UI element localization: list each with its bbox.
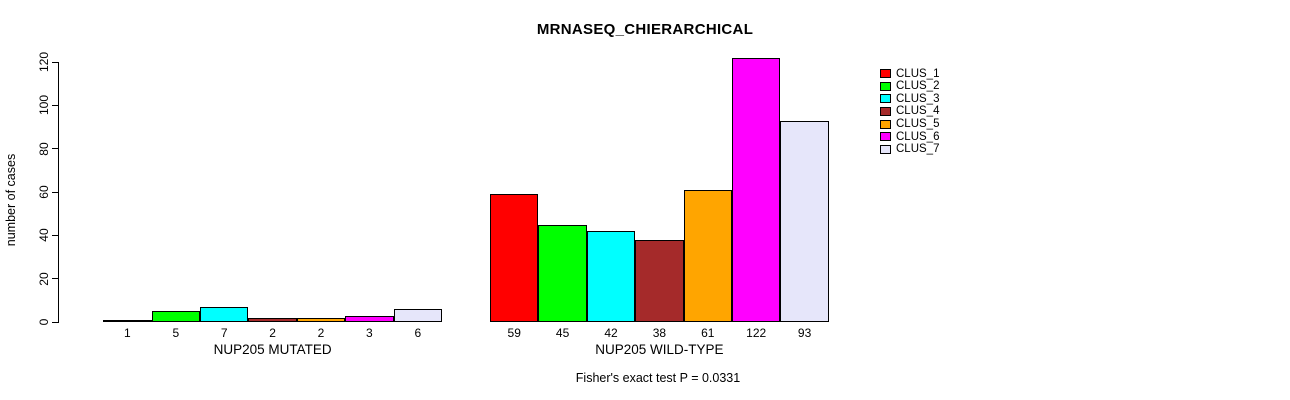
- bar-value-label: 38: [652, 325, 667, 340]
- legend-label: CLUS_2: [896, 80, 940, 93]
- bar-clus_1: [103, 319, 152, 322]
- y-axis-tick: [52, 61, 58, 63]
- bar-clus_4: [635, 239, 684, 322]
- legend-swatch-clus_5: [880, 119, 891, 129]
- bar-value-label: 93: [797, 325, 812, 340]
- y-axis-tick: [52, 148, 58, 150]
- bar-value-label: 122: [746, 325, 767, 340]
- bar-value-label: 5: [172, 325, 180, 340]
- legend-label: CLUS_6: [896, 130, 940, 143]
- y-axis-tick-label: 80: [37, 141, 51, 156]
- legend-swatch-clus_2: [880, 81, 891, 91]
- legend-swatch-clus_7: [880, 144, 891, 154]
- bar-clus_3: [200, 306, 249, 322]
- y-axis-tick: [52, 234, 58, 236]
- bar-clus_2: [538, 224, 587, 322]
- y-axis-tick-label: 120: [37, 51, 51, 73]
- legend-label: CLUS_7: [896, 143, 940, 156]
- legend-swatch-clus_6: [880, 132, 891, 142]
- legend-label: CLUS_1: [896, 67, 940, 80]
- bar-value-label: 42: [604, 325, 618, 340]
- bar-clus_5: [683, 189, 732, 322]
- bar-clus_3: [586, 231, 636, 322]
- legend-swatch-clus_3: [880, 94, 891, 104]
- y-axis-tick: [52, 191, 58, 193]
- bar-value-label: 45: [555, 325, 570, 340]
- bar-clus_2: [151, 311, 200, 322]
- bar-clus_7: [393, 309, 442, 322]
- bar-value-label: 3: [366, 325, 373, 340]
- bar-value-label: 2: [269, 325, 276, 340]
- group-label: NUP205 WILD-TYPE: [595, 342, 724, 357]
- legend-swatch-clus_1: [880, 69, 891, 78]
- y-axis-tick-label: 40: [37, 228, 51, 243]
- y-axis-tick: [52, 321, 58, 323]
- bar-clus_7: [780, 120, 829, 322]
- y-axis-tick-label: 20: [37, 271, 51, 286]
- fisher-test-annotation: Fisher's exact test P = 0.0331: [575, 371, 741, 385]
- y-axis-line: [57, 62, 59, 323]
- y-axis-title: number of cases: [4, 153, 18, 247]
- bar-clus_1: [490, 194, 539, 322]
- bar-clus_4: [248, 317, 297, 322]
- bar-clus_5: [296, 317, 346, 322]
- y-axis-tick: [52, 278, 58, 280]
- bar-value-label: 61: [701, 325, 715, 340]
- y-axis-tick-label: 100: [37, 95, 51, 116]
- legend-label: CLUS_3: [896, 92, 940, 105]
- y-axis-tick-label: 60: [37, 185, 51, 199]
- legend-label: CLUS_4: [896, 105, 940, 118]
- bar-value-label: 6: [414, 325, 422, 340]
- bar-clus_6: [732, 57, 781, 322]
- bar-value-label: 7: [220, 325, 228, 340]
- legend-label: CLUS_5: [896, 118, 940, 131]
- group-label: NUP205 MUTATED: [213, 342, 332, 357]
- bar-value-label: 2: [317, 325, 325, 340]
- y-axis-tick-label: 0: [37, 318, 51, 326]
- legend-swatch-clus_4: [880, 106, 891, 116]
- bar-clus_6: [345, 315, 394, 322]
- bar-value-label: 59: [507, 325, 521, 340]
- bar-value-label: 1: [124, 325, 131, 340]
- y-axis-tick: [52, 104, 58, 106]
- chart-title: MRNASEQ_CHIERARCHICAL: [536, 21, 754, 38]
